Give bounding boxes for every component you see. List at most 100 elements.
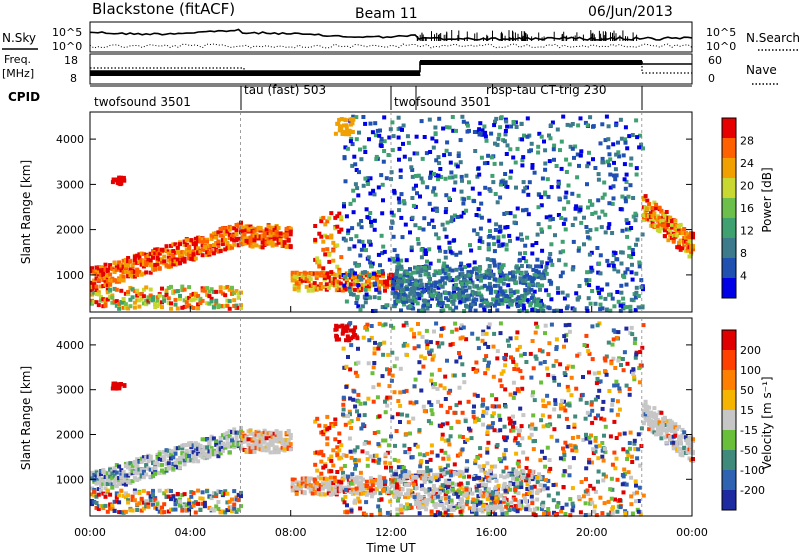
heatmap-cell — [596, 286, 600, 290]
heatmap-cell — [621, 473, 625, 477]
heatmap-cell — [600, 511, 604, 515]
heatmap-cell — [520, 137, 524, 141]
heatmap-cell — [560, 506, 564, 510]
heatmap-cell — [432, 146, 436, 150]
heatmap-cell — [382, 115, 386, 119]
heatmap-cell — [443, 281, 447, 285]
heatmap-cell — [562, 334, 566, 338]
heatmap-cell — [151, 256, 155, 260]
heatmap-cell — [530, 252, 534, 256]
heatmap-cell — [357, 239, 361, 243]
heatmap-cell — [607, 222, 611, 226]
heatmap-cell — [470, 436, 474, 440]
heatmap-cell — [634, 479, 638, 483]
heatmap-cell — [538, 458, 542, 462]
heatmap-cell — [612, 337, 616, 341]
heatmap-cell — [630, 332, 634, 336]
heatmap-cell — [149, 455, 153, 459]
heatmap-cell — [603, 501, 607, 505]
heatmap-cell — [626, 453, 630, 457]
heatmap-cell — [425, 329, 429, 333]
heatmap-cell — [366, 464, 370, 468]
heatmap-cell — [515, 125, 519, 129]
heatmap-cell — [478, 465, 482, 469]
heatmap-cell — [444, 250, 448, 254]
heatmap-cell — [365, 215, 369, 219]
heatmap-cell — [578, 208, 582, 212]
heatmap-cell — [378, 322, 382, 326]
heatmap-cell — [414, 174, 418, 178]
heatmap-cell — [605, 373, 609, 377]
heatmap-cell — [394, 291, 398, 295]
heatmap-cell — [355, 374, 359, 378]
heatmap-cell — [450, 269, 454, 273]
heatmap-cell — [373, 219, 377, 223]
heatmap-cell — [417, 293, 421, 297]
heatmap-cell — [587, 151, 591, 155]
heatmap-cell — [406, 271, 410, 275]
heatmap-cell — [378, 475, 382, 479]
heatmap-cell — [513, 221, 517, 225]
heatmap-cell — [635, 286, 639, 290]
heatmap-cell — [578, 284, 582, 288]
heatmap-cell — [524, 271, 528, 275]
heatmap-cell — [144, 270, 148, 274]
heatmap-cell — [600, 160, 604, 164]
heatmap-cell — [477, 173, 481, 177]
heatmap-cell — [427, 247, 431, 251]
heatmap-cell — [609, 434, 613, 438]
heatmap-cell — [520, 424, 524, 428]
heatmap-cell — [505, 247, 509, 251]
heatmap-cell — [456, 215, 460, 219]
heatmap-cell — [637, 261, 641, 265]
heatmap-cell — [467, 427, 471, 431]
heatmap-cell — [561, 115, 565, 119]
heatmap-cell — [633, 341, 637, 345]
heatmap-cell — [597, 262, 601, 266]
heatmap-cell — [338, 128, 342, 132]
heatmap-cell — [178, 461, 182, 465]
heatmap-cell — [122, 275, 126, 279]
heatmap-cell — [614, 380, 618, 384]
heatmap-cell — [356, 264, 360, 268]
heatmap-cell — [153, 268, 157, 272]
heatmap-cell — [549, 242, 553, 246]
heatmap-cell — [353, 499, 357, 503]
heatmap-cell — [550, 185, 554, 189]
heatmap-cell — [232, 489, 236, 493]
heatmap-cell — [108, 493, 112, 497]
heatmap-cell — [498, 225, 502, 229]
heatmap-cell — [420, 283, 424, 287]
heatmap-cell — [637, 510, 641, 514]
heatmap-cell — [520, 376, 524, 380]
heatmap-cell — [515, 336, 519, 340]
heatmap-cell — [615, 457, 619, 461]
heatmap-cell — [597, 172, 601, 176]
heatmap-cell — [117, 493, 121, 497]
heatmap-cell — [162, 510, 166, 514]
heatmap-cell — [363, 326, 367, 330]
heatmap-cell — [576, 123, 580, 127]
heatmap-cell — [459, 336, 463, 340]
heatmap-cell — [540, 276, 544, 280]
heatmap-cell — [219, 249, 223, 253]
heatmap-cell — [594, 302, 598, 306]
heatmap-cell — [447, 196, 451, 200]
heatmap-cell — [546, 373, 550, 377]
heatmap-cell — [487, 361, 491, 365]
heatmap-cell — [460, 362, 464, 366]
heatmap-cell — [230, 498, 234, 502]
heatmap-cell — [437, 301, 441, 305]
heatmap-cell — [503, 425, 507, 429]
heatmap-cell — [454, 306, 458, 310]
heatmap-cell — [495, 356, 499, 360]
heatmap-cell — [516, 290, 520, 294]
heatmap-cell — [437, 293, 441, 297]
heatmap-cell — [420, 248, 424, 252]
heatmap-cell — [538, 288, 542, 292]
heatmap-cell — [399, 175, 403, 179]
heatmap-cell — [586, 206, 590, 210]
heatmap-cell — [447, 241, 451, 245]
cpid-segment-2: tau (fast) 503 — [244, 83, 326, 97]
heatmap-cell — [187, 454, 191, 458]
